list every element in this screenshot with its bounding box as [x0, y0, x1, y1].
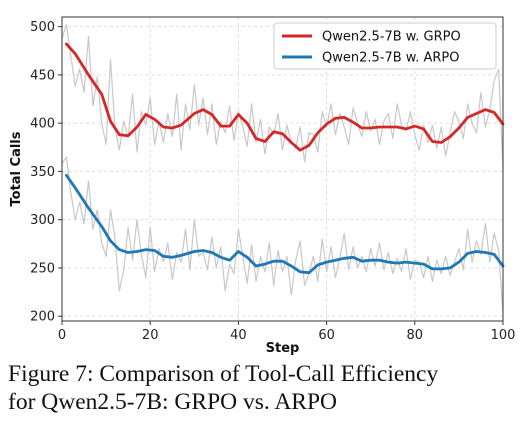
figure-caption: Figure 7: Comparison of Tool-Call Effici…: [8, 360, 528, 416]
caption-line-2: for Qwen2.5-7B: GRPO vs. ARPO: [8, 389, 338, 415]
y-tick-label: 300: [30, 213, 55, 228]
x-tick-label: 0: [58, 328, 66, 343]
x-tick-label: 80: [407, 328, 424, 343]
legend-label-arpo: Qwen2.5-7B w. ARPO: [322, 51, 460, 66]
x-axis-label: Step: [266, 341, 300, 356]
y-tick-label: 450: [30, 68, 55, 83]
plot-frame: [61, 16, 504, 322]
series-line-0: [65, 42, 505, 152]
x-tick-label: 60: [318, 328, 335, 343]
x-tick-label: 40: [230, 328, 247, 343]
y-tick-label: 200: [30, 310, 55, 325]
caption-line-1: Figure 7: Comparison of Tool-Call Effici…: [8, 361, 439, 387]
line-chart: 200 250 300 350 400 450 500 0 20 40 60 80 100 Total…: [9, 16, 516, 356]
y-axis-ticks: 200 250 300 350 400 450 500: [30, 20, 62, 325]
x-tick-label: 20: [142, 328, 159, 343]
y-tick-label: 350: [30, 165, 55, 180]
y-tick-label: 250: [30, 261, 55, 276]
x-tick-label: 100: [491, 328, 516, 343]
series-line-1: [65, 173, 505, 275]
y-axis-label: Total Calls: [9, 131, 24, 206]
y-tick-label: 400: [30, 117, 55, 132]
y-tick-label: 500: [30, 20, 55, 35]
raw-series-line-1: [61, 156, 504, 315]
series-group: [65, 42, 505, 275]
x-axis-ticks: 0 20 40 60 80 100: [58, 321, 516, 343]
legend: Qwen2.5-7B w. GRPO Qwen2.5-7B w. ARPO: [273, 22, 497, 70]
legend-label-grpo: Qwen2.5-7B w. GRPO: [322, 30, 461, 45]
legend-box: [273, 22, 497, 70]
